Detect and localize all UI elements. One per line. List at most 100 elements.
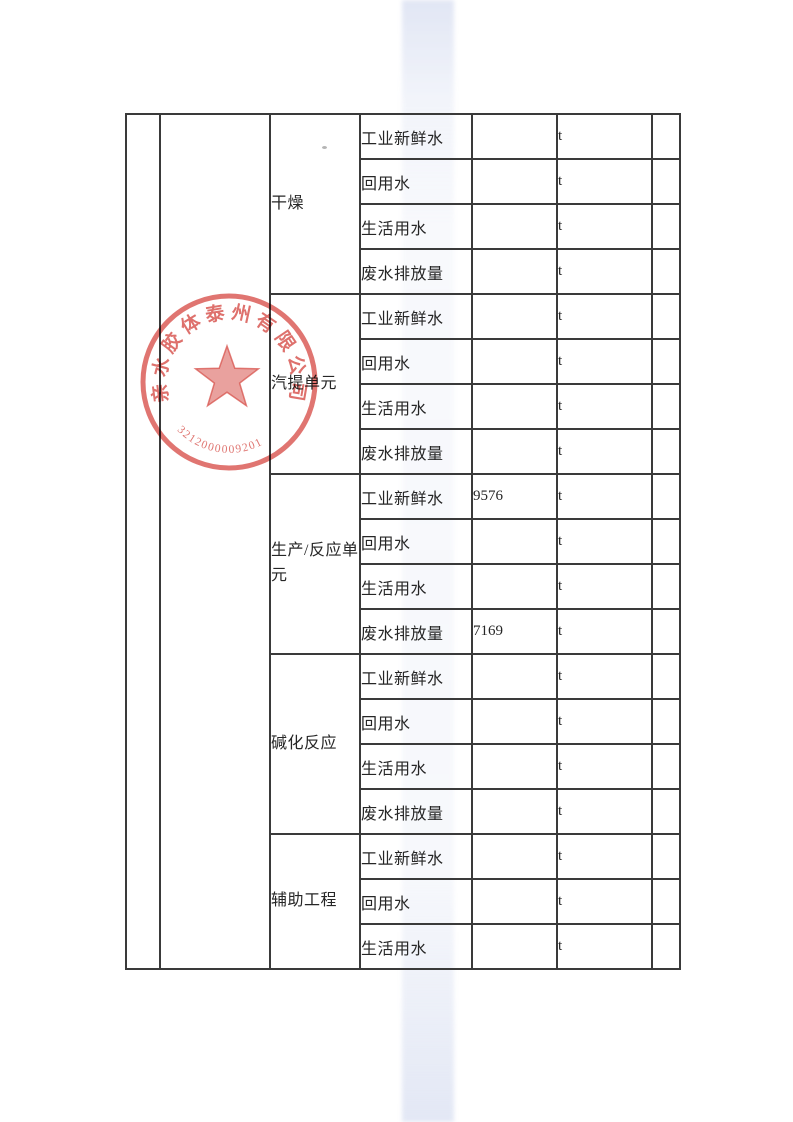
right-margin-cell	[651, 293, 681, 340]
unit-cell: t	[556, 338, 653, 385]
table-row: 回用水 t	[126, 878, 681, 925]
water-category-cell: 工业新鲜水	[359, 473, 473, 520]
right-margin-cell	[651, 203, 681, 250]
right-margin-cell	[651, 563, 681, 610]
table-row: 辅助工程 工业新鲜水 t	[126, 833, 681, 970]
value-cell	[471, 203, 558, 250]
water-table-body: 干燥 工业新鲜水 t 回用水 t 生活用水 t 废水排放量 t 汽提单元 工业新鲜水 t 回用水 t 生活用…	[125, 113, 681, 970]
right-margin-cell	[651, 158, 681, 205]
water-category-cell: 生活用水	[359, 923, 473, 970]
right-margin-cell	[651, 383, 681, 430]
unit-cell: t	[556, 653, 653, 700]
water-category-cell: 生活用水	[359, 743, 473, 790]
value-cell	[471, 788, 558, 835]
water-category-cell: 回用水	[359, 158, 473, 205]
unit-cell: t	[556, 158, 653, 205]
table-row: 生活用水 t	[126, 203, 681, 250]
table-row: 干燥 工业新鲜水 t	[125, 113, 681, 970]
process-unit-cell: 汽提单元	[269, 293, 361, 475]
value-cell	[471, 923, 558, 970]
water-usage-table: 干燥 工业新鲜水 t 回用水 t 生活用水 t 废水排放量 t 汽提单元 工业新鲜水 t 回用水 t 生活用…	[125, 113, 681, 970]
unit-cell: t	[556, 473, 653, 520]
unit-cell: t	[556, 743, 653, 790]
water-category-cell: 回用水	[359, 518, 473, 565]
table-row: 碱化反应 工业新鲜水 t	[126, 653, 681, 835]
table-row: 生活用水 t	[126, 923, 681, 970]
water-category-cell: 回用水	[359, 698, 473, 745]
value-cell	[471, 338, 558, 385]
process-unit-cell: 干燥	[269, 113, 361, 295]
table-row: 废水排放量 t	[126, 248, 681, 295]
value-cell	[471, 113, 558, 160]
unit-cell: t	[556, 203, 653, 250]
right-margin-cell	[651, 833, 681, 880]
process-unit-cell: 辅助工程	[269, 833, 361, 970]
water-category-cell: 废水排放量	[359, 428, 473, 475]
unit-cell: t	[556, 113, 653, 160]
water-category-cell: 生活用水	[359, 203, 473, 250]
value-cell	[471, 518, 558, 565]
right-margin-cell	[651, 428, 681, 475]
water-category-cell: 废水排放量	[359, 788, 473, 835]
right-margin-cell	[651, 743, 681, 790]
process-unit-cell: 生产/反应单元	[269, 473, 361, 655]
unit-cell: t	[556, 608, 653, 655]
right-margin-cell	[651, 248, 681, 295]
right-margin-cell	[651, 923, 681, 970]
table-row: 生产/反应单元 工业新鲜水 9576 t	[126, 473, 681, 655]
value-cell	[471, 743, 558, 790]
unit-cell: t	[556, 698, 653, 745]
unit-cell: t	[556, 878, 653, 925]
unit-cell: t	[556, 518, 653, 565]
water-category-cell: 生活用水	[359, 383, 473, 430]
value-cell	[471, 383, 558, 430]
value-cell	[471, 158, 558, 205]
unit-cell: t	[556, 383, 653, 430]
value-cell	[471, 428, 558, 475]
value-cell	[471, 293, 558, 340]
table-row: 生活用水 t	[126, 743, 681, 790]
unit-cell: t	[556, 248, 653, 295]
right-margin-cell	[651, 698, 681, 745]
unit-cell: t	[556, 293, 653, 340]
value-cell	[471, 563, 558, 610]
table-row: 回用水 t	[126, 158, 681, 205]
table-row: 生活用水 t	[126, 563, 681, 610]
table-row: 回用水 t	[126, 518, 681, 565]
value-cell	[471, 878, 558, 925]
right-margin-cell	[651, 653, 681, 700]
table-row: 废水排放量 t	[126, 428, 681, 475]
table-row: 废水排放量 t	[126, 788, 681, 835]
value-cell	[471, 833, 558, 880]
water-category-cell: 回用水	[359, 878, 473, 925]
value-cell: 9576	[471, 473, 558, 520]
value-cell	[471, 248, 558, 295]
water-category-cell: 工业新鲜水	[359, 293, 473, 340]
water-category-cell: 废水排放量	[359, 608, 473, 655]
unit-cell: t	[556, 788, 653, 835]
water-category-cell: 工业新鲜水	[359, 833, 473, 880]
right-margin-cell	[651, 608, 681, 655]
value-cell	[471, 653, 558, 700]
water-category-cell: 废水排放量	[359, 248, 473, 295]
table-row: 生活用水 t	[126, 383, 681, 430]
unit-cell: t	[556, 563, 653, 610]
water-category-cell: 工业新鲜水	[359, 113, 473, 160]
value-cell: 7169	[471, 608, 558, 655]
water-category-cell: 工业新鲜水	[359, 653, 473, 700]
table-row: 废水排放量 7169 t	[126, 608, 681, 655]
left-margin-cell	[125, 113, 161, 970]
table-row: 回用水 t	[126, 698, 681, 745]
right-margin-cell	[651, 878, 681, 925]
right-margin-cell	[651, 338, 681, 385]
unit-cell: t	[556, 833, 653, 880]
unit-cell: t	[556, 428, 653, 475]
water-category-cell: 回用水	[359, 338, 473, 385]
left-empty-cell	[159, 113, 271, 970]
table-row: 回用水 t	[126, 338, 681, 385]
right-margin-cell	[651, 788, 681, 835]
right-margin-cell	[651, 113, 681, 160]
process-unit-cell: 碱化反应	[269, 653, 361, 835]
right-margin-cell	[651, 518, 681, 565]
